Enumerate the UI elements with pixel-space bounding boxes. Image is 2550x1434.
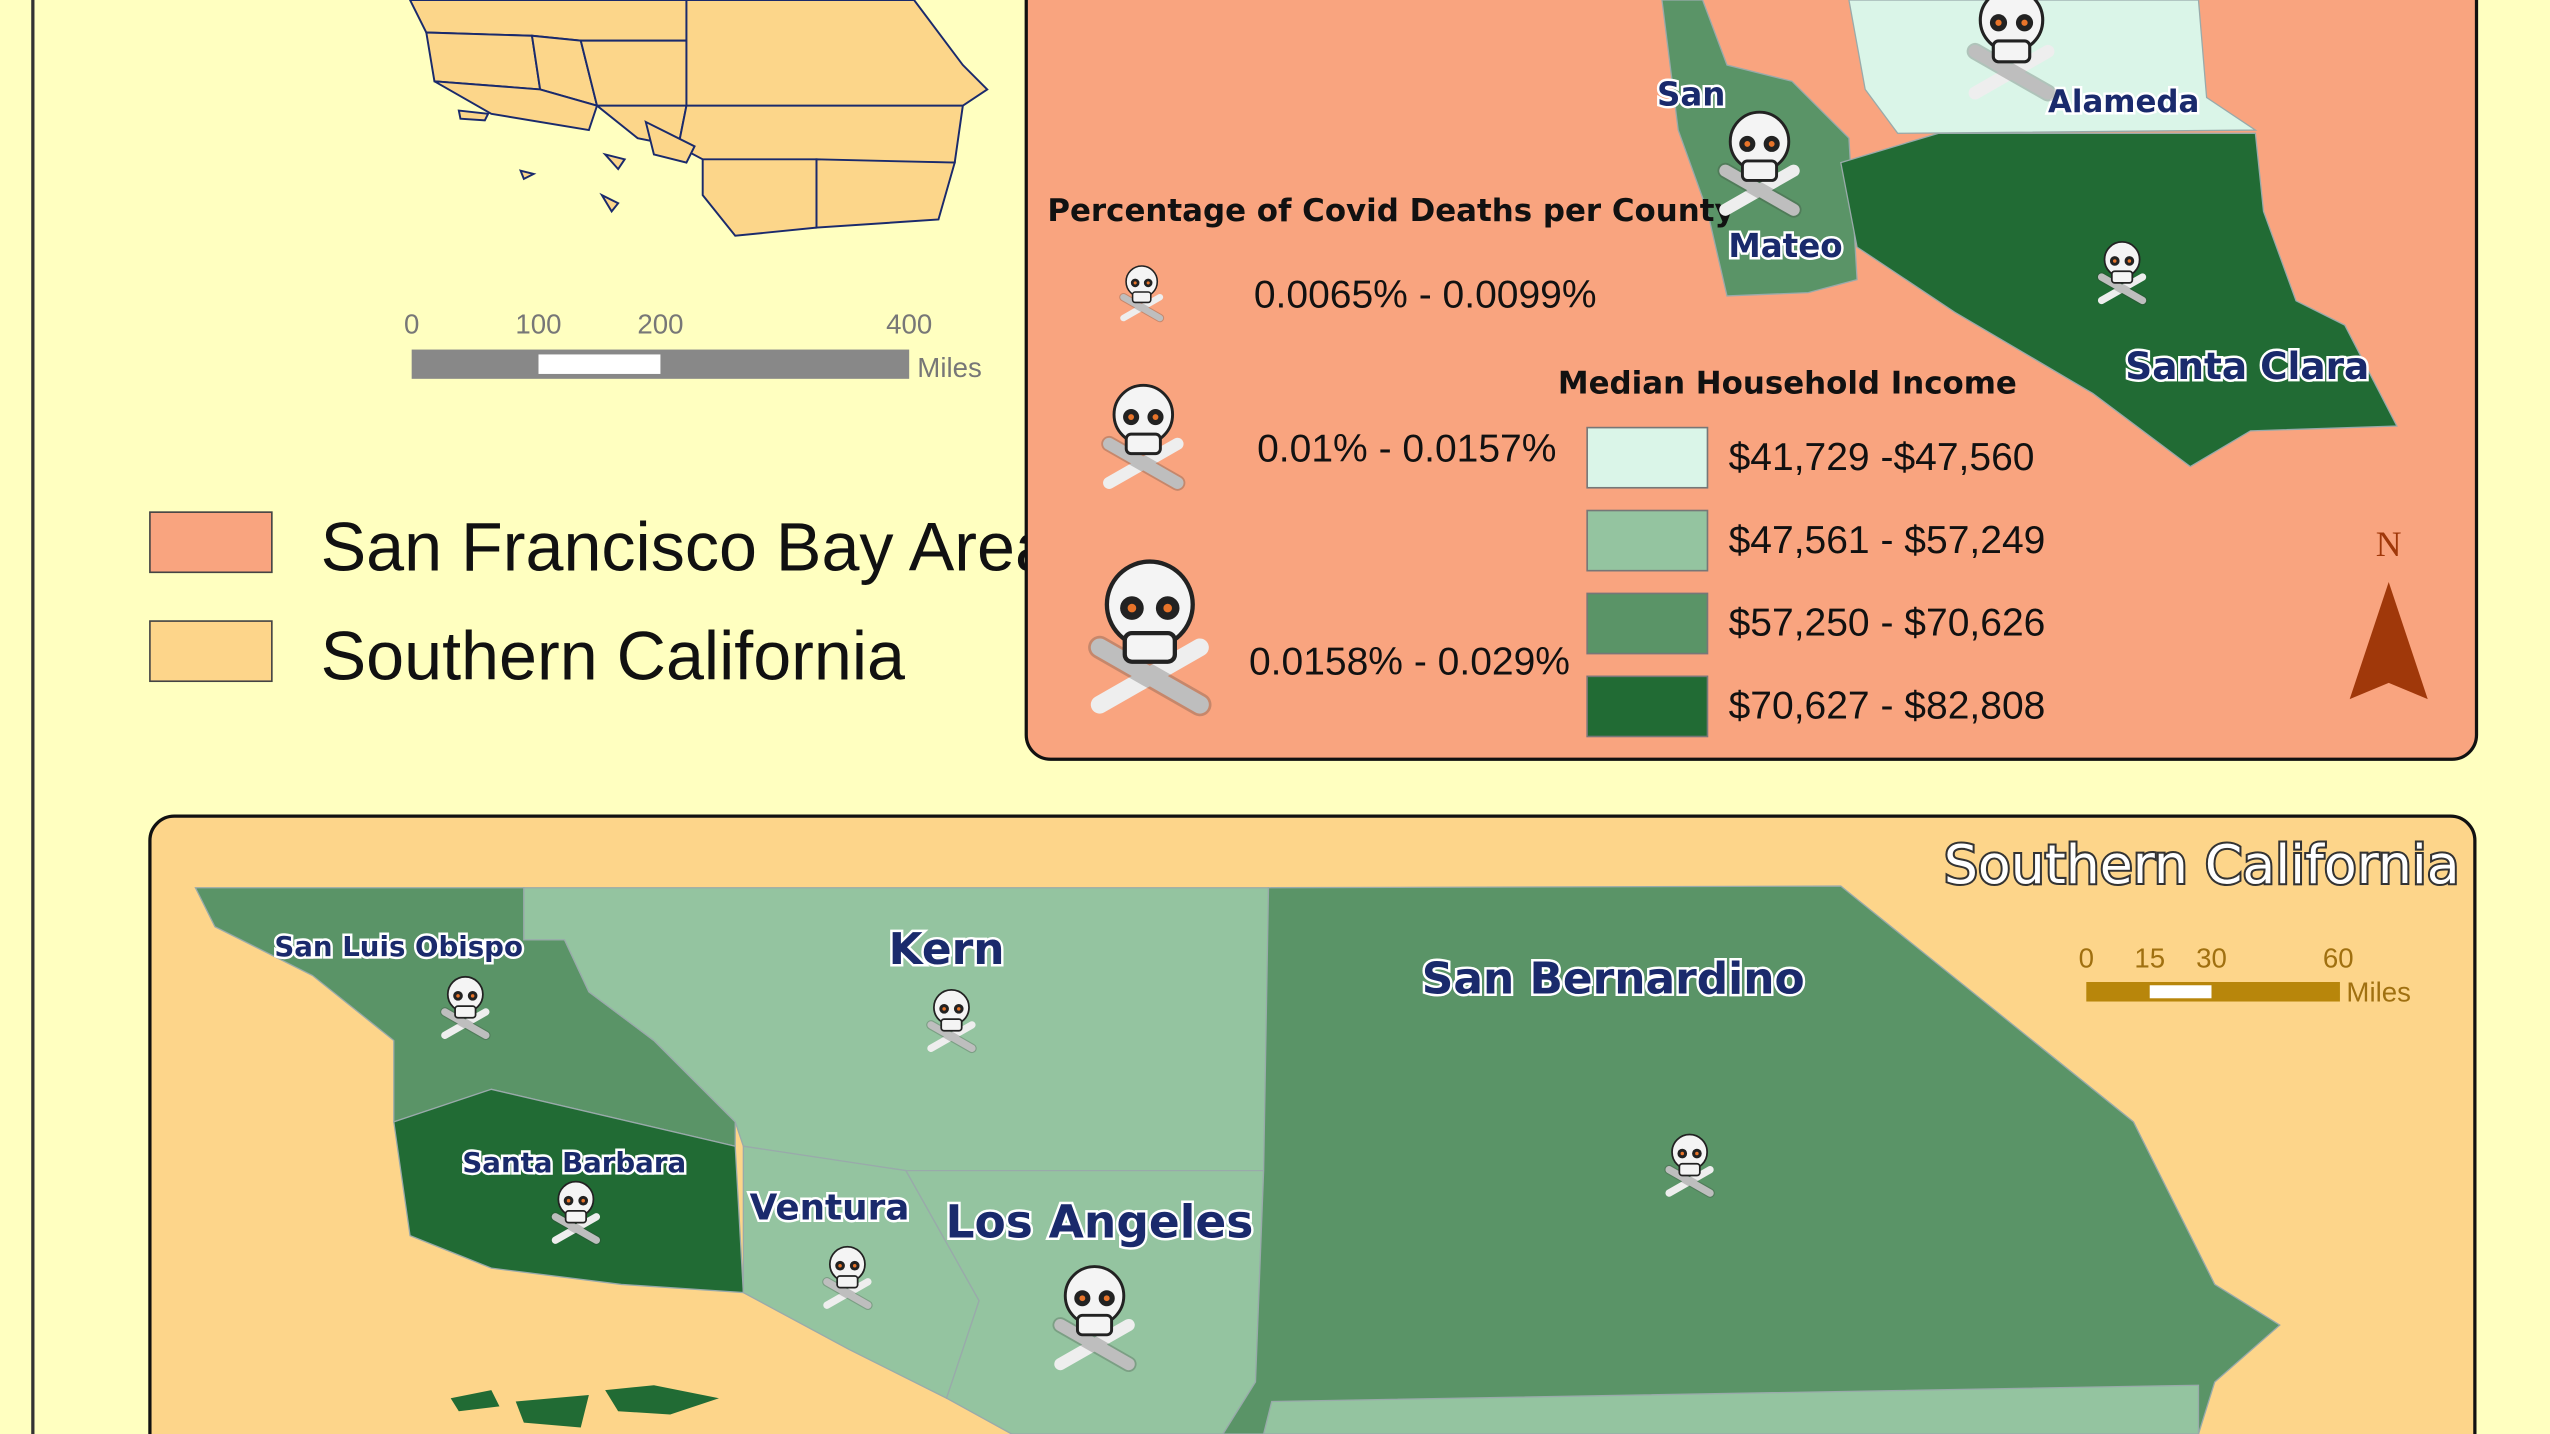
legend-swatch <box>1586 675 1709 738</box>
legend-label: 0.0158% - 0.029% <box>1249 641 1570 684</box>
legend-swatch <box>1586 509 1709 572</box>
county-label: Alameda <box>2048 84 2199 120</box>
county-riverside <box>1262 1384 2200 1434</box>
legend-label: $47,561 - $57,249 <box>1729 519 2046 562</box>
county-label: Mateo <box>1728 227 1842 265</box>
county-label: Santa Barbara <box>462 1146 686 1179</box>
scale-label: 200 <box>637 308 683 339</box>
legend-label: Southern California <box>321 619 905 695</box>
legend-swatch <box>1586 592 1709 655</box>
legend-title: Percentage of Covid Deaths per County <box>1047 193 1734 229</box>
north-arrow <box>2349 582 2428 700</box>
scale-label: 15 <box>2134 942 2165 973</box>
scale-bar <box>2149 985 2212 999</box>
legend-label: 0.0065% - 0.0099% <box>1254 273 1597 316</box>
scale-label: 0 <box>404 308 419 339</box>
county-label: Santa Clara <box>2125 344 2369 388</box>
legend-label: $57,250 - $70,626 <box>1729 602 2046 645</box>
scale-label: 30 <box>2196 942 2227 973</box>
legend-swatch <box>149 511 273 574</box>
scale-label: 100 <box>515 308 561 339</box>
county-label: San Luis Obispo <box>274 930 523 963</box>
county-label: Ventura <box>750 1187 910 1228</box>
scale-label: 0 <box>2079 942 2094 973</box>
legend-label: 0.01% - 0.0157% <box>1257 428 1556 471</box>
panel-title: Southern California <box>1944 833 2460 896</box>
legend-swatch <box>1586 426 1709 489</box>
legend-title: Median Household Income <box>1558 365 2017 401</box>
scale-label: 400 <box>886 308 932 339</box>
scale-bar <box>538 354 661 374</box>
scale-unit: Miles <box>2346 977 2410 1008</box>
county-santa-clara <box>1840 132 2398 468</box>
legend-label: $41,729 -$47,560 <box>1729 436 2035 479</box>
north-label: N <box>2376 524 2402 564</box>
scale-unit: Miles <box>917 352 981 383</box>
county-alameda <box>1848 0 2258 134</box>
county-label: San <box>1657 76 1725 114</box>
legend-label: San Francisco Bay Area <box>321 510 1053 586</box>
county-label: Los Angeles <box>945 1195 1253 1248</box>
scale-bar <box>2086 982 2340 1002</box>
legend-swatch <box>149 620 273 683</box>
county-label: San Bernardino <box>1422 953 1805 1004</box>
county-san-bernardino <box>1222 885 2281 1434</box>
locator-map <box>408 0 989 237</box>
islands <box>450 1385 719 1428</box>
county-label: Kern <box>889 924 1005 975</box>
scale-label: 60 <box>2323 942 2354 973</box>
legend-label: $70,627 - $82,808 <box>1729 685 2046 728</box>
